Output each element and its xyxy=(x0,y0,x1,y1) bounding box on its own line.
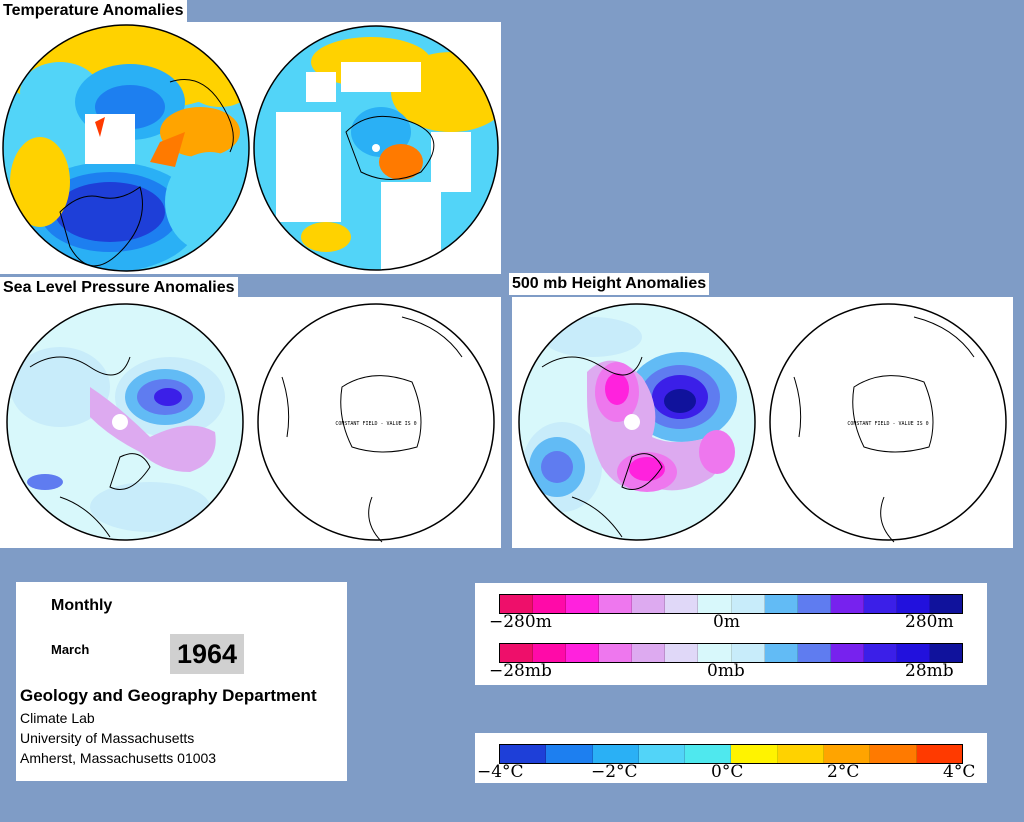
pressure-swatch-0 xyxy=(500,644,534,662)
month-label: March xyxy=(51,642,90,657)
department-label: Geology and Geography Department xyxy=(20,686,317,705)
height-constant-field-text: CONSTANT FIELD - VALUE IS 0 xyxy=(847,421,928,427)
pressure-swatch-13 xyxy=(930,644,963,662)
height-sh-globe: CONSTANT FIELD - VALUE IS 0 xyxy=(769,303,1007,543)
height-nh-globe xyxy=(518,303,756,541)
height-swatch-0 xyxy=(500,595,534,613)
height-swatch-5 xyxy=(665,595,699,613)
temperature-color-bar xyxy=(499,744,963,764)
pressure-swatch-9 xyxy=(797,644,831,662)
address-line-1: Climate Lab xyxy=(20,710,95,726)
height-swatch-3 xyxy=(599,595,633,613)
pressure-swatch-5 xyxy=(665,644,699,662)
height-title: 500 mb Height Anomalies xyxy=(509,273,710,295)
temperature-swatch-9 xyxy=(916,745,962,763)
height-scale-mid: 0m xyxy=(713,612,740,632)
temperature-swatch-5 xyxy=(731,745,778,763)
height-swatch-1 xyxy=(533,595,567,613)
temperature-swatch-1 xyxy=(546,745,593,763)
height-swatch-4 xyxy=(632,595,666,613)
slp-nh-globe xyxy=(6,303,244,541)
temperature-panel xyxy=(0,22,501,274)
temp-scale-label-4: 2°C xyxy=(827,762,860,782)
height-color-bar xyxy=(499,594,963,614)
pressure-swatch-8 xyxy=(764,644,798,662)
height-swatch-13 xyxy=(930,595,963,613)
pressure-scale-mid: 0mb xyxy=(707,661,745,681)
temperature-swatch-6 xyxy=(777,745,825,763)
height-swatch-6 xyxy=(698,595,732,613)
address-line-3: Amherst, Massachusetts 01003 xyxy=(20,750,217,766)
pressure-swatch-12 xyxy=(896,644,931,662)
slp-panel: CONSTANT FIELD - VALUE IS 0 xyxy=(0,297,501,548)
height-swatch-2 xyxy=(566,595,600,613)
height-swatch-10 xyxy=(830,595,864,613)
pressure-swatch-4 xyxy=(632,644,666,662)
pressure-scale-left: −28mb xyxy=(489,661,552,681)
temperature-sh-globe xyxy=(253,25,499,271)
height-scale-right: 280m xyxy=(905,612,954,632)
temp-scale-label-3: 0°C xyxy=(711,762,744,782)
height-swatch-9 xyxy=(797,595,831,613)
pressure-swatch-2 xyxy=(566,644,600,662)
temp-scale-label-1: −4°C xyxy=(477,762,524,782)
temperature-title: Temperature Anomalies xyxy=(0,0,187,22)
temperature-swatch-4 xyxy=(685,745,732,763)
address-line-2: University of Massachusetts xyxy=(20,730,195,746)
temperature-swatch-8 xyxy=(870,745,917,763)
slp-title: Sea Level Pressure Anomalies xyxy=(0,277,238,299)
anomaly-scale-box: −280m 0m 280m −28mb 0mb 28mb xyxy=(475,583,987,685)
slp-sh-globe: CONSTANT FIELD - VALUE IS 0 xyxy=(257,303,495,543)
pressure-swatch-6 xyxy=(698,644,732,662)
temp-scale-label-2: −2°C xyxy=(591,762,638,782)
temp-scale-label-5: 4°C xyxy=(943,762,976,782)
temperature-swatch-3 xyxy=(638,745,686,763)
temperature-swatch-2 xyxy=(592,745,639,763)
pressure-color-bar xyxy=(499,643,963,663)
pressure-swatch-11 xyxy=(863,644,897,662)
temperature-scale-box: −4°C −2°C 0°C 2°C 4°C xyxy=(475,733,987,783)
temperature-swatch-7 xyxy=(824,745,871,763)
pressure-swatch-3 xyxy=(599,644,633,662)
slp-constant-field-text: CONSTANT FIELD - VALUE IS 0 xyxy=(335,421,416,427)
temperature-nh-globe xyxy=(2,24,250,272)
year-label: 1964 xyxy=(170,634,244,674)
period-label: Monthly xyxy=(51,597,113,614)
height-swatch-11 xyxy=(863,595,897,613)
height-swatch-8 xyxy=(764,595,798,613)
pressure-swatch-1 xyxy=(533,644,567,662)
info-box: Monthly March 1964 Geology and Geography… xyxy=(16,582,347,781)
height-swatch-12 xyxy=(896,595,931,613)
height-scale-left: −280m xyxy=(489,612,552,632)
pressure-swatch-7 xyxy=(731,644,765,662)
height-panel: CONSTANT FIELD - VALUE IS 0 xyxy=(512,297,1013,548)
pressure-scale-right: 28mb xyxy=(905,661,954,681)
pressure-swatch-10 xyxy=(830,644,864,662)
height-swatch-7 xyxy=(731,595,765,613)
temperature-swatch-0 xyxy=(500,745,547,763)
